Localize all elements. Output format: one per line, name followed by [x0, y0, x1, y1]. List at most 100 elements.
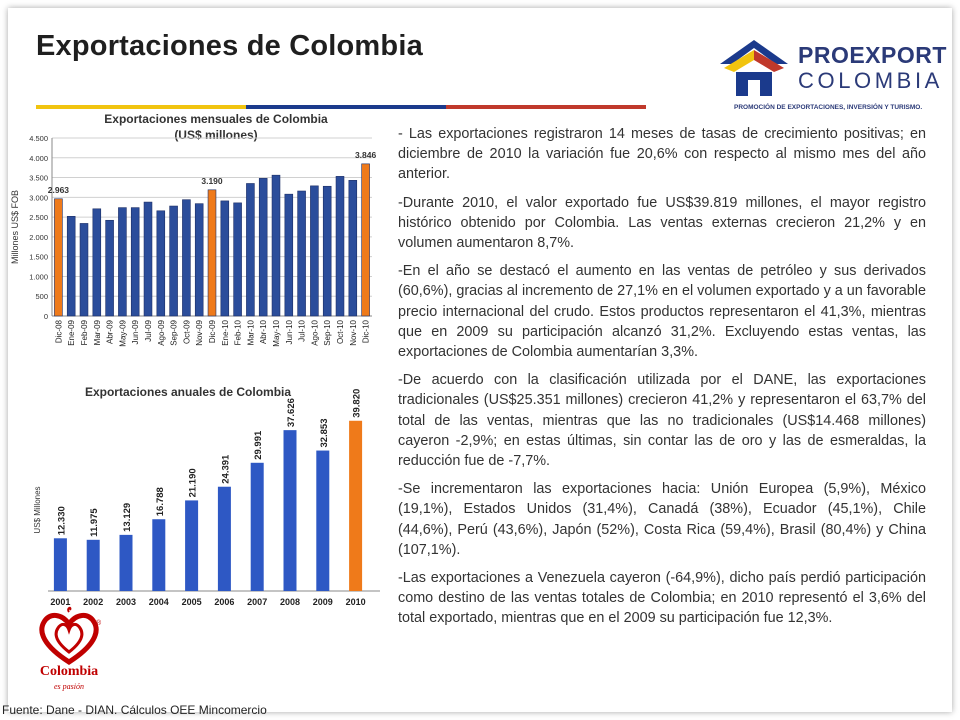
x-tick-label: Sep-09 — [170, 319, 179, 345]
bar — [152, 519, 166, 591]
y-tick-label: 3.500 — [29, 174, 48, 183]
text-paragraph: -De acuerdo con la clasificación utiliza… — [398, 372, 926, 470]
x-tick-label: Oct-09 — [182, 319, 191, 344]
footer-source: Fuente: Dane - DIAN. Cálculos OEE Mincom… — [2, 703, 267, 717]
bar — [207, 189, 217, 317]
y-tick-label: 0 — [44, 312, 48, 321]
slide-frame — [8, 8, 952, 712]
text-paragraph: -Las exportaciones a Venezuela cayeron (… — [398, 570, 926, 627]
country-logo-motto: es pasión — [54, 682, 84, 691]
bar — [220, 200, 230, 317]
annual-exports-svg: Exportaciones anuales de Colombia 2001 12.… — [33, 385, 380, 607]
data-label: 3.190 — [201, 176, 223, 186]
x-tick-label: 2008 — [280, 597, 300, 607]
bar — [316, 450, 330, 591]
y-tick-label: 4.500 — [29, 134, 48, 143]
monthly-exports-chart: Exportaciones mensuales de Colombia (US$ … — [10, 108, 382, 368]
value-label: 16.788 — [155, 487, 166, 516]
text-panel: - Las exportaciones registraron 14 meses… — [398, 124, 926, 637]
x-tick-label: Sep-10 — [323, 319, 332, 345]
x-tick-label: 2001 — [50, 597, 70, 607]
text-paragraph: -Se incrementaron las exportaciones haci… — [398, 481, 926, 558]
y-tick-label: 3.000 — [29, 193, 48, 202]
bar — [185, 500, 199, 591]
bar — [250, 462, 264, 591]
bar — [246, 183, 255, 317]
country-logo-word: Colombia — [39, 664, 99, 679]
x-tick-label: 2007 — [247, 597, 267, 607]
value-label: 37.626 — [286, 398, 297, 427]
page-title: Exportaciones de Colombia — [36, 30, 423, 62]
x-tick-label: Dic-08 — [54, 319, 63, 343]
value-label: 32.853 — [319, 418, 330, 447]
bar — [86, 539, 100, 591]
bar — [143, 201, 153, 317]
x-tick-label: Nov-10 — [349, 319, 358, 345]
y-tick-label: 2.000 — [29, 233, 48, 242]
x-tick-label: Jul-09 — [144, 319, 153, 341]
x-tick-label: Nov-09 — [195, 319, 204, 345]
y-axis-label: Millones US$ FOB — [10, 190, 20, 264]
text-paragraph: - Las exportaciones registraron 14 meses… — [398, 126, 926, 183]
logo-tagline: PROMOCIÓN DE EXPORTACIONES, INVERSIÓN Y … — [734, 104, 923, 111]
bar — [361, 163, 370, 317]
data-label: 3.846 — [355, 150, 377, 160]
bar — [118, 207, 127, 317]
chart-title: Exportaciones mensuales de Colombia — [104, 112, 328, 126]
chart-subtitle: (US$ millones) — [174, 128, 257, 142]
x-tick-label: May-10 — [272, 319, 281, 346]
x-tick-label: Feb-09 — [80, 319, 89, 345]
bar — [92, 208, 102, 317]
y-tick-label: 2.500 — [29, 213, 48, 222]
bar — [297, 190, 306, 317]
y-tick-label: 4.000 — [29, 154, 48, 163]
x-tick-label: Mar-10 — [246, 319, 255, 345]
y-tick-label: 1.500 — [29, 253, 48, 262]
proexport-logo: PROEXPORT COLOMBIA PROMOCIÓN DE EXPORTAC… — [714, 34, 946, 120]
bar — [335, 176, 345, 317]
bar — [119, 534, 133, 591]
bar — [271, 174, 281, 317]
logo-country: COLOMBIA — [798, 68, 943, 93]
x-tick-label: 2006 — [214, 597, 234, 607]
x-tick-label: Ene-09 — [67, 319, 76, 345]
x-tick-label: Jun-10 — [285, 319, 294, 344]
text-paragraph: -En el año se destacó el aumento en las … — [398, 263, 926, 361]
bar — [130, 207, 140, 317]
x-tick-label: Mar-09 — [93, 319, 102, 345]
x-tick-label: Dic-09 — [208, 319, 217, 343]
value-label: 11.975 — [89, 508, 100, 537]
bar — [54, 198, 63, 317]
bar — [182, 199, 191, 317]
x-tick-label: 2003 — [116, 597, 136, 607]
x-tick-label: 2009 — [313, 597, 333, 607]
bar — [53, 538, 67, 591]
x-tick-label: Feb-10 — [234, 319, 243, 345]
monthly-exports-svg: Exportaciones mensuales de Colombia (US$ … — [10, 112, 377, 347]
bar — [322, 185, 332, 317]
bar — [156, 210, 166, 317]
registered-mark: ® — [96, 620, 102, 627]
title-stripe-yellow — [36, 105, 246, 109]
bar — [310, 185, 319, 317]
colombia-brand-logo: ® Colombia es pasión — [24, 606, 114, 696]
x-tick-label: 2010 — [346, 597, 366, 607]
bar — [283, 430, 297, 591]
data-label: 2.963 — [48, 185, 70, 195]
house-logo-icon — [720, 40, 788, 96]
x-tick-label: Dic-10 — [362, 319, 371, 343]
value-label: 24.391 — [220, 454, 231, 484]
value-label: 29.991 — [253, 430, 264, 460]
title-stripe-red — [446, 105, 646, 109]
value-label: 21.190 — [188, 468, 199, 497]
bar — [105, 219, 114, 317]
title-stripe-blue — [246, 105, 446, 109]
bar — [217, 486, 231, 591]
bar — [79, 223, 89, 317]
x-tick-label: Ago-09 — [157, 319, 166, 345]
x-tick-label: 2005 — [182, 597, 202, 607]
bar — [194, 203, 204, 317]
y-tick-label: 1.000 — [29, 272, 48, 281]
x-tick-label: Abr-09 — [106, 319, 115, 344]
bar — [233, 202, 242, 317]
